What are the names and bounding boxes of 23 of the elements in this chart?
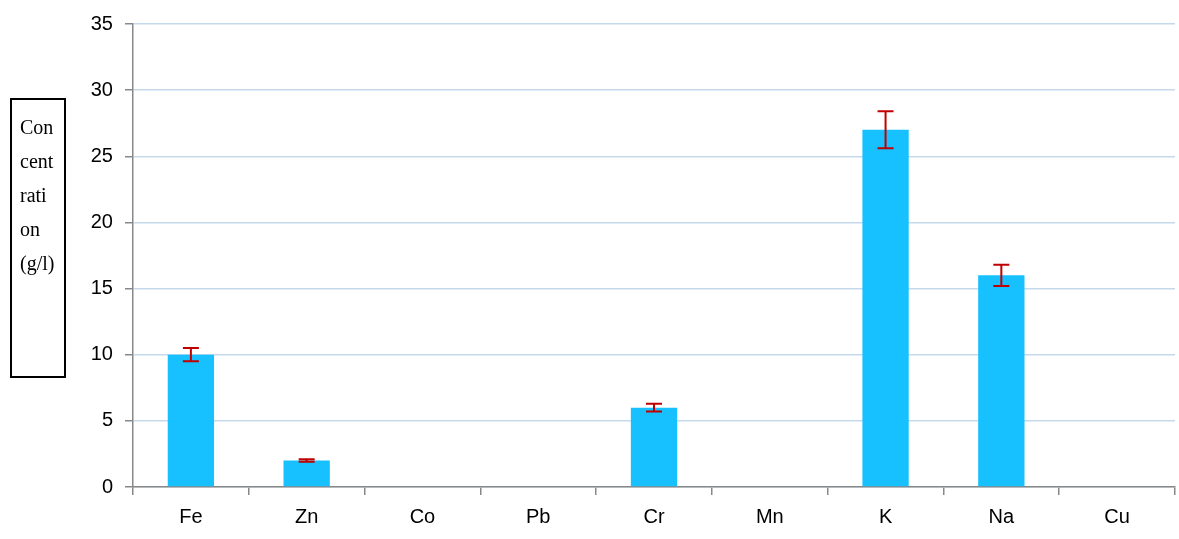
x-tick-label: Mn xyxy=(755,504,784,527)
y-tick-label: 15 xyxy=(90,276,113,299)
y-tick-label: 5 xyxy=(101,408,113,431)
y-tick-label: 25 xyxy=(90,143,113,166)
x-tick-label: K xyxy=(878,504,893,527)
x-tick-label: Zn xyxy=(294,504,319,527)
bar xyxy=(167,354,215,487)
x-tick-label: Cr xyxy=(643,504,665,527)
bar xyxy=(862,129,909,487)
y-tick-label: 10 xyxy=(90,342,113,365)
bar xyxy=(283,460,330,487)
x-tick-label: Cu xyxy=(1104,504,1130,527)
x-tick-label: Fe xyxy=(179,504,203,527)
y-axis-title: Concentration (g/l) xyxy=(10,98,66,378)
y-tick-label: 30 xyxy=(90,77,113,100)
y-tick-label: 35 xyxy=(90,11,113,34)
x-tick-label: Pb xyxy=(525,504,551,527)
x-tick-label: Na xyxy=(988,504,1015,527)
x-tick-label: Co xyxy=(409,504,436,527)
y-tick-label: 0 xyxy=(101,474,113,497)
bar xyxy=(978,275,1025,487)
bar xyxy=(630,407,678,487)
y-tick-label: 20 xyxy=(90,209,113,232)
